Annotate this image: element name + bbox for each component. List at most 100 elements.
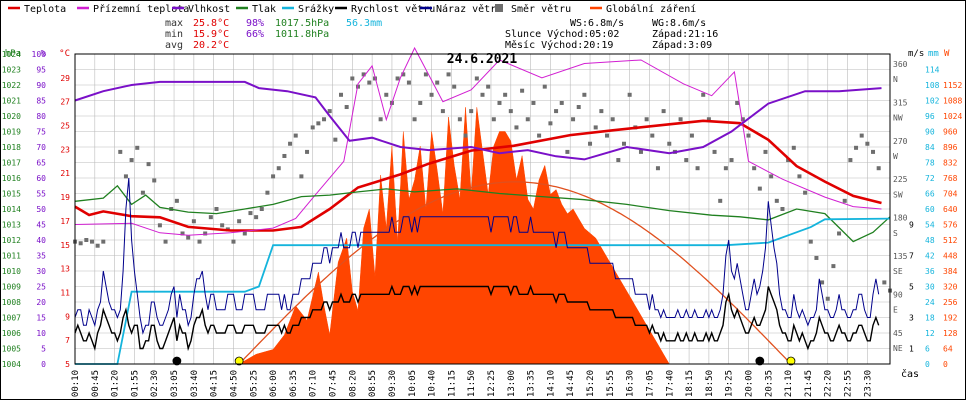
humidity-axis-tick: 55 [36, 190, 46, 199]
wind-direction-point [135, 145, 140, 150]
pressure-axis-tick: 1016 [2, 174, 21, 183]
wind-direction-point [423, 72, 428, 77]
wind-direction-point [208, 215, 213, 220]
stats-block: max 25.8°C 98% 1017.5hPa 56.3mm min 15.9… [165, 18, 382, 51]
legend-label: Tlak [252, 4, 276, 15]
wind-direction-point [848, 158, 853, 163]
humidity-axis-tick: 70 [36, 143, 46, 152]
x-tick-label: 07:10 [309, 370, 319, 397]
wind-direction-point [316, 121, 321, 126]
solar-axis-tick: 0 [943, 360, 948, 369]
stat-max-rain: 56.3mm [346, 18, 382, 29]
wind-direction-point [486, 84, 491, 89]
wind-direction-point [746, 133, 751, 138]
wind-direction-point [463, 133, 468, 138]
wind-direction-point [803, 190, 808, 195]
wind-direction-point [220, 223, 225, 228]
x-tick-label: 11:50 [467, 370, 477, 397]
stat-min-humidity: 66% [246, 29, 264, 40]
wind-direction-point [457, 117, 462, 122]
rain-axis-tick: 72 [925, 174, 935, 183]
wind-direction-point [395, 76, 400, 81]
wind-direction-point [186, 235, 191, 240]
stat-max-pressure: 1017.5hPa [275, 18, 329, 29]
wind-direction-point [435, 80, 440, 85]
humidity-axis-tick: 85 [36, 97, 46, 106]
rain-axis-tick: 90 [925, 128, 935, 137]
wind-direction-point [735, 100, 740, 105]
wind-direction-point [871, 149, 876, 154]
legend-label: Globální záření [606, 3, 696, 15]
rain-axis-tick: 12 [925, 329, 935, 338]
wind-direction-point [361, 72, 366, 77]
wind-direction-point [254, 215, 259, 220]
wind-direction-point [305, 149, 310, 154]
solar-area [238, 107, 670, 365]
wind-direction-point [565, 149, 570, 154]
info-block: WS:6.8m/s WG:8.6m/s Slunce Východ:05:02 … [505, 18, 718, 51]
wind-direction-point [452, 84, 457, 89]
x-tick-label: 14:45 [566, 370, 576, 397]
wind-direction-point [469, 109, 474, 114]
chart-title: 24.6.2021 [447, 52, 518, 67]
wind-direction-point [203, 231, 208, 236]
rain-axis-tick: 114 [925, 66, 940, 75]
pressure-axis-tick: 1015 [2, 190, 21, 199]
x-tick-label: 08:55 [368, 370, 378, 397]
x-tick-label: 04:50 [229, 370, 239, 397]
x-tick-label: 16:30 [626, 370, 636, 397]
direction-tick: N [893, 75, 898, 84]
wind-direction-point [791, 145, 796, 150]
wind-direction-point [542, 84, 547, 89]
solar-axis-tick: 384 [943, 267, 958, 276]
humidity-axis-tick: 60 [36, 174, 46, 183]
x-tick-label: 18:50 [705, 370, 715, 397]
event-marker [786, 356, 796, 366]
wind-direction-point [599, 109, 604, 114]
wind-direction-point [689, 133, 694, 138]
wind-direction-point [763, 149, 768, 154]
legend-label: Směr větru [511, 3, 571, 15]
plot-border [74, 53, 891, 365]
x-tick-label: 21:10 [784, 370, 794, 397]
rain-axis-tick: 42 [925, 252, 935, 261]
direction-tick: SW [893, 190, 903, 199]
x-tick-label: 17:05 [645, 370, 655, 397]
wind-direction-point [367, 80, 372, 85]
wind-axis-tick: 7 [909, 252, 914, 261]
x-tick-label: 20:35 [764, 370, 774, 397]
x-tick-label: 10:40 [428, 370, 438, 397]
wind-direction-point [446, 72, 451, 77]
wind-axis-tick: 9 [909, 221, 914, 230]
pressure-axis-tick: 1011 [2, 252, 21, 261]
pressure-axis-tick: 1020 [2, 112, 21, 121]
x-tick-label: 01:20 [111, 370, 121, 397]
x-tick-label: 04:15 [210, 370, 220, 397]
humidity-axis-tick: 5 [41, 345, 46, 354]
wind-axis-tick: 3 [909, 314, 914, 323]
wind-direction-point [684, 158, 689, 163]
wind-direction-point [84, 238, 89, 242]
solar-axis-tick: 256 [943, 298, 958, 307]
rain-axis-tick: 66 [925, 190, 935, 199]
wind-direction-point [610, 117, 615, 122]
solar-axis-tick: 704 [943, 190, 958, 199]
series-line-gust [74, 177, 880, 335]
humidity-axis-tick: 100 [32, 50, 47, 59]
series-line-Vlhkost [74, 80, 882, 161]
pressure-axis-tick: 1009 [2, 283, 21, 292]
stat-avg-temp: 20.2°C [193, 40, 229, 51]
temp-axis-tick: 25 [60, 122, 70, 131]
x-tick-label: 13:35 [527, 370, 537, 397]
wind-direction-point [265, 190, 270, 195]
stat-min-label: min [165, 29, 183, 40]
wind-direction-point [729, 158, 734, 163]
rain-axis-tick: 96 [925, 112, 935, 121]
legend-label: Náraz větru [436, 3, 502, 15]
wind-direction-point [644, 117, 649, 122]
wind-direction-point [837, 231, 842, 236]
wind-direction-point [650, 133, 655, 138]
x-tick-label: 15:55 [606, 370, 616, 397]
wind-direction-point [701, 92, 706, 97]
wind-direction-point [248, 211, 253, 216]
